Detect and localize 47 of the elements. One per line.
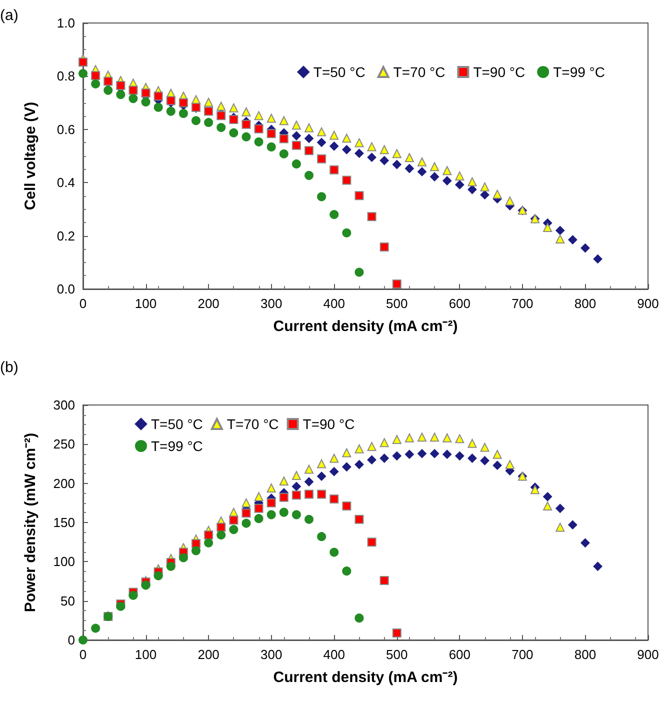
text: (b)	[0, 359, 18, 376]
x-axis-title: Current density (mA cm⁻²)	[273, 318, 458, 335]
y-tick-label: 0.0	[56, 282, 75, 296]
x-tick-label: 600	[448, 647, 471, 662]
legend-label: T=99 °C	[553, 64, 606, 80]
text: (a)	[0, 7, 18, 24]
y-tick-label: 1.0	[56, 16, 75, 30]
y-tick-label: 200	[53, 476, 75, 491]
x-tick-label: 0	[79, 647, 87, 662]
x-tick-label: 700	[512, 296, 534, 311]
legend-label: T=90 °C	[473, 64, 526, 80]
x-axis-title: Current density (mA cm⁻²)	[273, 669, 458, 686]
x-tick-label: 0	[79, 296, 87, 311]
x-tick-label: 300	[260, 647, 282, 662]
y-tick-label: 250	[53, 436, 75, 452]
y-axis-title: Cell voltage (V)	[22, 102, 39, 210]
legend-label: T=99 °C	[151, 438, 203, 454]
x-tick-label: 500	[386, 647, 408, 662]
y-tick-label: 300	[53, 398, 75, 412]
x-tick-label: 800	[574, 296, 596, 311]
legend-label: T=50 °C	[313, 64, 366, 80]
y-tick-label: 100	[53, 554, 75, 570]
y-tick-label: 150	[53, 515, 75, 530]
x-tick-label: 500	[386, 296, 408, 311]
x-tick-label: 800	[574, 647, 596, 662]
x-tick-label: 400	[323, 647, 345, 662]
y-tick-label: 50	[60, 593, 75, 608]
x-tick-label: 100	[134, 296, 157, 311]
legend-label: T=70 °C	[393, 64, 446, 80]
y-tick-label: 0.2	[56, 228, 75, 244]
y-tick-label: 0.4	[56, 175, 75, 190]
y-axis-title: Power density (mW cm⁻²)	[22, 432, 39, 612]
x-tick-label: 900	[637, 296, 659, 311]
legend-label: T=90 °C	[302, 416, 355, 432]
y-tick-label: 0.8	[56, 68, 75, 84]
legend-label: T=70 °C	[226, 416, 279, 432]
x-tick-label: 200	[198, 647, 220, 662]
x-tick-label: 400	[323, 296, 345, 311]
x-tick-label: 200	[198, 296, 220, 311]
x-tick-label: 900	[637, 647, 659, 662]
y-tick-label: 0.6	[56, 122, 75, 137]
x-tick-label: 700	[512, 647, 534, 662]
x-tick-label: 600	[448, 296, 471, 311]
x-tick-label: 100	[134, 647, 157, 662]
x-tick-label: 300	[260, 296, 282, 311]
y-tick-label: 0	[68, 632, 75, 648]
legend-label: T=50 °C	[151, 416, 203, 432]
